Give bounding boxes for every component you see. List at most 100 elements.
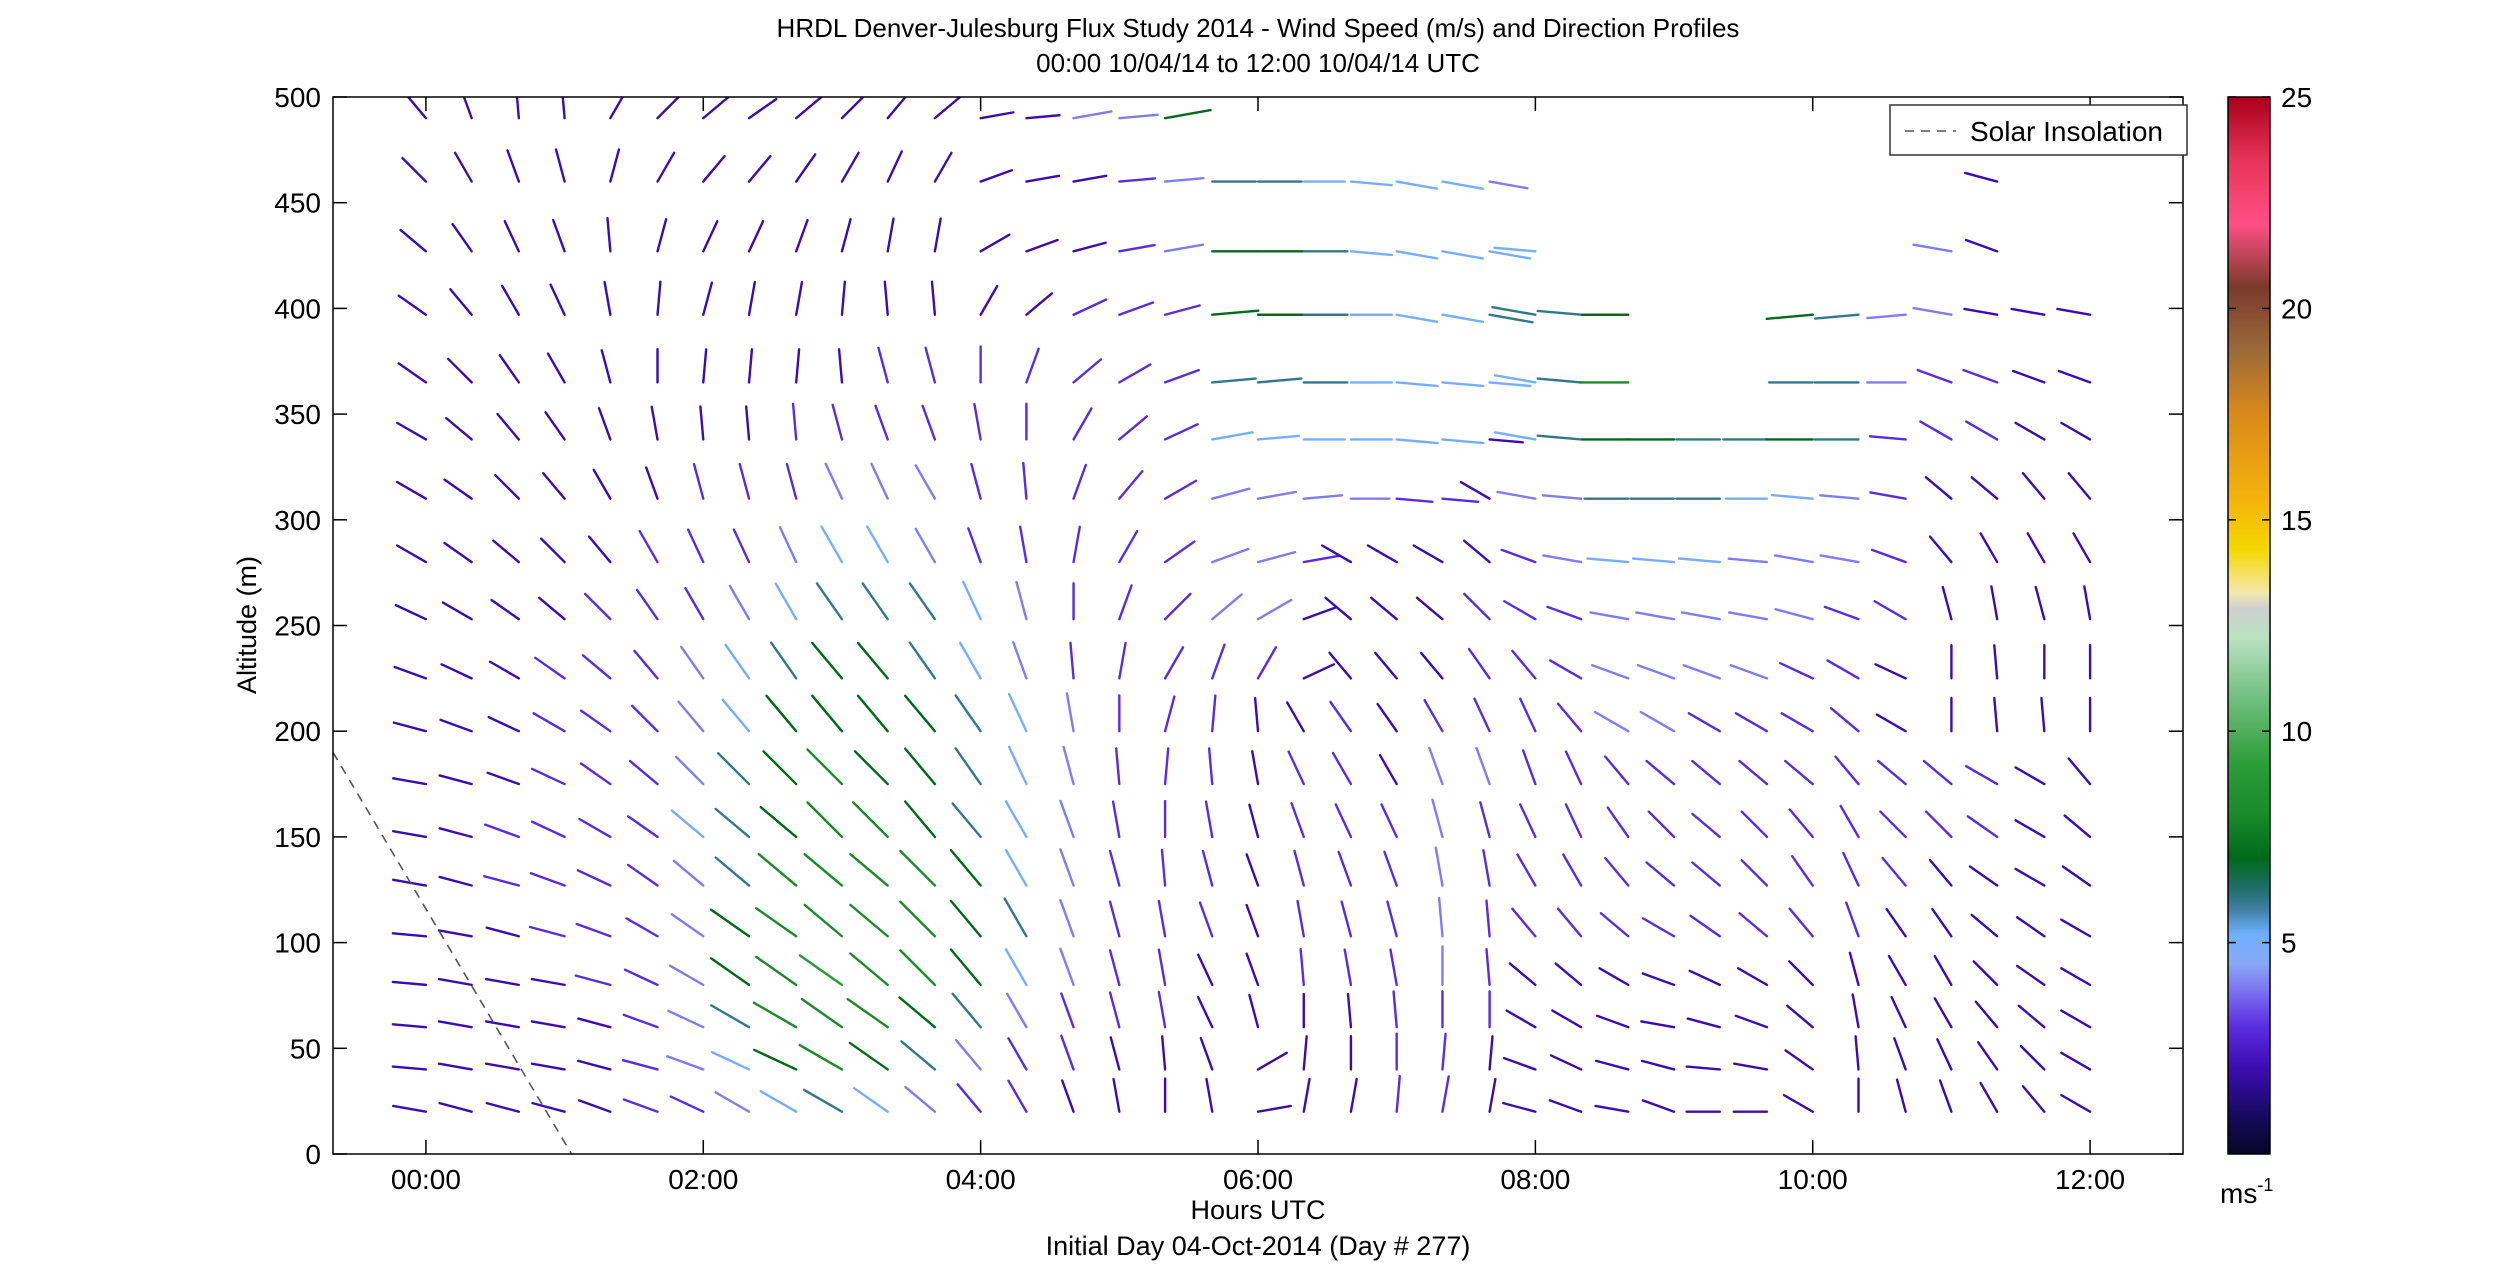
wind-vector <box>1004 848 1028 887</box>
wind-vector <box>1928 535 1953 564</box>
wind-vectors <box>391 97 2092 1113</box>
wind-vector <box>1441 250 1485 260</box>
wind-vector <box>1689 914 1722 938</box>
wind-vector <box>979 284 999 316</box>
wind-vector <box>2063 814 2092 839</box>
wind-vector <box>1993 644 1999 680</box>
wind-vector <box>592 468 612 500</box>
x-axis-label: Hours UTC <box>1190 1195 1325 1225</box>
wind-vector <box>714 807 751 839</box>
wind-vector <box>2072 532 2092 564</box>
wind-vector <box>539 537 566 564</box>
wind-vector <box>406 97 428 120</box>
wind-vector <box>1022 461 1028 500</box>
wind-vector <box>840 151 860 183</box>
colorbar-tick-label: 15 <box>2281 505 2312 536</box>
wind-vector <box>870 462 889 500</box>
wind-vector <box>1765 313 1814 320</box>
wind-vector <box>578 817 612 839</box>
wind-vector <box>1207 747 1214 786</box>
wind-vector <box>498 353 521 384</box>
wind-vector <box>1691 759 1722 786</box>
wind-vector <box>1025 238 1059 253</box>
wind-vector <box>1564 750 1583 786</box>
wind-vector <box>1647 810 1676 839</box>
wind-vector <box>1786 1004 1814 1029</box>
x-tick-label: 02:00 <box>668 1164 738 1195</box>
wind-vector <box>1870 548 1907 564</box>
wind-vector <box>794 153 817 183</box>
wind-vector <box>1829 706 1860 733</box>
wind-vector <box>656 151 676 183</box>
wind-vector <box>903 694 937 733</box>
wind-vector <box>1163 592 1192 621</box>
wind-vector <box>544 411 566 441</box>
wind-vector <box>924 346 937 384</box>
wind-vector <box>1006 992 1028 1029</box>
wind-vector <box>837 348 844 384</box>
wind-vector <box>710 1004 751 1029</box>
wind-vector <box>487 715 521 733</box>
wind-vector <box>1773 554 1814 564</box>
wind-vector <box>492 539 521 564</box>
wind-vector <box>1108 991 1121 1029</box>
wind-vector <box>1378 754 1398 786</box>
wind-vector <box>1256 646 1278 680</box>
wind-vector <box>397 362 428 384</box>
wind-vector <box>530 1020 566 1029</box>
wind-vector <box>1645 759 1676 786</box>
wind-vector <box>1541 494 1583 500</box>
wind-vector <box>485 1101 521 1113</box>
wind-vector <box>1441 381 1485 388</box>
wind-vector <box>575 922 612 938</box>
wind-vector <box>874 404 889 441</box>
wind-vector <box>1834 755 1860 786</box>
wind-vector <box>1025 114 1061 120</box>
wind-vector <box>1877 759 1907 786</box>
wind-vector <box>1503 600 1537 621</box>
wind-vector <box>1108 849 1121 887</box>
wind-vector <box>794 97 823 120</box>
wind-vector <box>399 228 428 253</box>
wind-vector <box>1970 476 1999 500</box>
wind-vector <box>702 348 708 384</box>
wind-vector <box>798 954 844 987</box>
colorbar-tick-label: 5 <box>2281 928 2297 959</box>
y-tick-label: 450 <box>274 188 321 219</box>
wind-vector <box>1299 948 1305 987</box>
wind-vector <box>2057 369 2092 384</box>
wind-vector <box>861 582 889 621</box>
wind-vector <box>656 280 662 316</box>
x-tick-label: 10:00 <box>1778 1164 1848 1195</box>
wind-vector <box>391 1065 428 1071</box>
wind-vector <box>1163 540 1196 564</box>
wind-vector <box>1554 962 1583 987</box>
wind-vector <box>949 899 982 938</box>
wind-vector <box>515 97 521 120</box>
wind-vector <box>1163 243 1205 253</box>
wind-vector <box>933 217 942 253</box>
wind-vector <box>1593 710 1630 733</box>
legend: Solar Insolation <box>1889 104 2188 156</box>
wind-vector <box>802 1088 844 1113</box>
wind-vector <box>684 586 705 621</box>
wind-vector <box>1784 1049 1814 1071</box>
wind-vector <box>852 1087 889 1113</box>
wind-vector <box>2060 967 2092 987</box>
wind-vector <box>496 412 521 441</box>
wind-vector <box>577 1017 612 1029</box>
wind-vector <box>702 154 726 183</box>
wind-vector <box>1542 554 1583 564</box>
wind-vector <box>392 721 428 733</box>
wind-vector <box>886 217 895 253</box>
wind-vector <box>714 856 751 887</box>
wind-vector <box>1686 1017 1722 1029</box>
wind-vector <box>1727 557 1769 564</box>
wind-vector <box>669 1095 705 1113</box>
wind-vector <box>1869 491 1907 500</box>
wind-vector <box>778 526 798 564</box>
wind-vector <box>824 462 844 500</box>
wind-vector <box>1423 698 1444 733</box>
wind-vector <box>732 528 751 564</box>
wind-vector <box>549 283 566 316</box>
